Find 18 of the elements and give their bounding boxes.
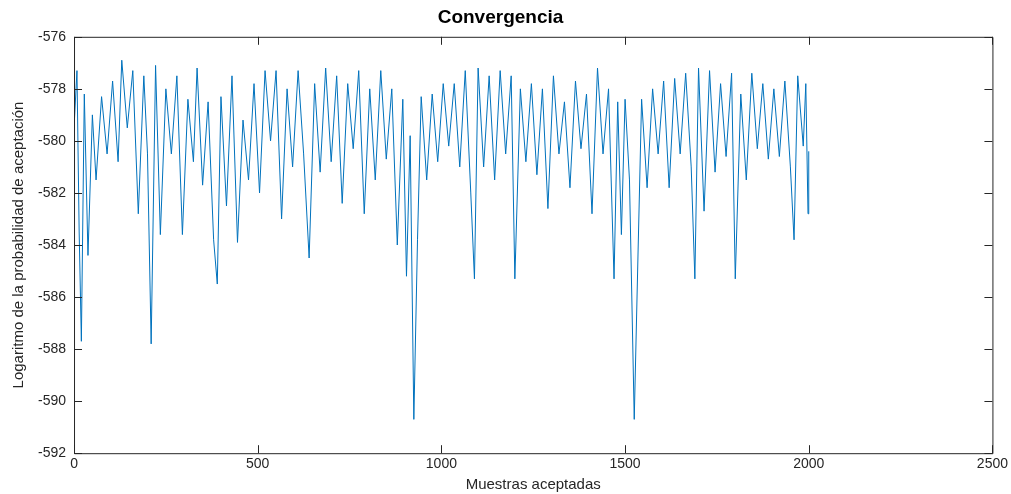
chart-title: Convergencia xyxy=(437,5,564,27)
y-axis-title: Logaritmo de la probabilidad de aceptación xyxy=(9,101,27,389)
x-axis-title: Muestras aceptadas xyxy=(465,475,601,493)
y-tick-label: -586 xyxy=(37,287,67,304)
y-tick-label: -588 xyxy=(37,339,67,356)
x-tick-label: 1000 xyxy=(425,455,458,472)
y-tick-label: -592 xyxy=(37,444,67,461)
y-tick-label: -580 xyxy=(37,131,67,148)
y-tick-label: -582 xyxy=(37,183,67,200)
y-tick-label: -590 xyxy=(37,392,67,409)
x-tick-label: 0 xyxy=(70,455,79,472)
x-tick-label: 1500 xyxy=(609,455,641,472)
y-tick-label: -576 xyxy=(37,27,67,44)
x-tick-label: 500 xyxy=(246,455,270,472)
y-tick-label: -578 xyxy=(37,79,67,96)
y-tick-label: -584 xyxy=(37,235,67,252)
x-tick-label: 2000 xyxy=(793,455,825,472)
x-tick-label: 2500 xyxy=(976,455,1009,472)
